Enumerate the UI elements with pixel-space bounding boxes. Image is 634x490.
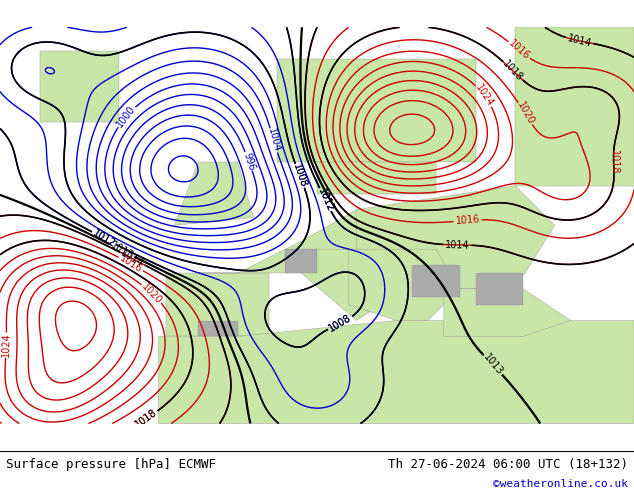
Polygon shape	[166, 273, 269, 336]
Text: 1018: 1018	[609, 150, 619, 174]
Text: 1012: 1012	[316, 186, 335, 213]
Text: 1018: 1018	[501, 59, 525, 83]
Polygon shape	[444, 289, 571, 336]
Text: ©weatheronline.co.uk: ©weatheronline.co.uk	[493, 479, 628, 489]
Polygon shape	[356, 186, 555, 289]
Text: 1013: 1013	[109, 240, 135, 261]
Text: 1016: 1016	[507, 38, 531, 62]
Text: 1018: 1018	[133, 407, 159, 430]
Text: 1000: 1000	[115, 104, 138, 129]
Text: 1020: 1020	[139, 281, 164, 306]
Text: Surface pressure [hPa] ECMWF: Surface pressure [hPa] ECMWF	[6, 458, 216, 471]
Text: 1014: 1014	[566, 33, 592, 49]
Text: 1016: 1016	[118, 253, 144, 274]
Text: 1014: 1014	[445, 240, 470, 250]
Text: 1008: 1008	[327, 313, 354, 334]
Text: 1012: 1012	[91, 228, 117, 249]
Polygon shape	[39, 51, 119, 122]
Polygon shape	[198, 320, 238, 336]
Polygon shape	[476, 273, 523, 305]
Text: 1004: 1004	[266, 127, 281, 154]
Text: 1013: 1013	[481, 352, 505, 378]
Polygon shape	[515, 27, 634, 186]
Text: 1008: 1008	[291, 163, 309, 189]
Text: 1018: 1018	[133, 407, 159, 430]
Text: 1008: 1008	[327, 313, 354, 334]
Text: 1024: 1024	[474, 83, 495, 109]
Polygon shape	[198, 210, 436, 273]
Text: 1016: 1016	[455, 215, 480, 226]
Text: 1008: 1008	[291, 163, 309, 189]
Text: 996: 996	[241, 151, 256, 171]
Polygon shape	[158, 320, 634, 423]
Text: 1024: 1024	[1, 333, 11, 358]
Text: 1012: 1012	[91, 228, 117, 249]
Text: 1014: 1014	[119, 248, 146, 269]
Polygon shape	[412, 265, 460, 297]
Polygon shape	[285, 249, 317, 273]
Polygon shape	[174, 162, 254, 225]
Polygon shape	[317, 162, 436, 194]
Polygon shape	[349, 249, 460, 320]
Text: 1012: 1012	[316, 186, 335, 213]
Text: 1020: 1020	[515, 100, 536, 127]
Polygon shape	[278, 59, 476, 162]
Text: Th 27-06-2024 06:00 UTC (18+132): Th 27-06-2024 06:00 UTC (18+132)	[387, 458, 628, 471]
Polygon shape	[301, 249, 380, 320]
